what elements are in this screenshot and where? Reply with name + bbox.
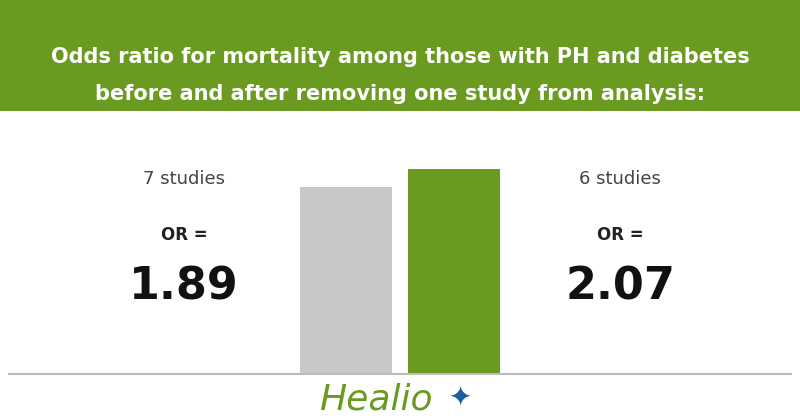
Text: before and after removing one study from analysis:: before and after removing one study from… (95, 84, 705, 105)
Text: OR =: OR = (597, 226, 643, 244)
Text: 6 studies: 6 studies (579, 170, 661, 188)
Text: 1.89: 1.89 (129, 266, 239, 309)
Bar (408, 169, 500, 374)
Text: 7 studies: 7 studies (143, 170, 225, 188)
Text: 2.07: 2.07 (565, 266, 675, 309)
Text: Healio: Healio (319, 383, 433, 417)
Text: OR =: OR = (161, 226, 207, 244)
Text: Odds ratio for mortality among those with PH and diabetes: Odds ratio for mortality among those wit… (50, 47, 750, 67)
Text: ✦: ✦ (448, 383, 472, 412)
Bar (300, 187, 392, 374)
